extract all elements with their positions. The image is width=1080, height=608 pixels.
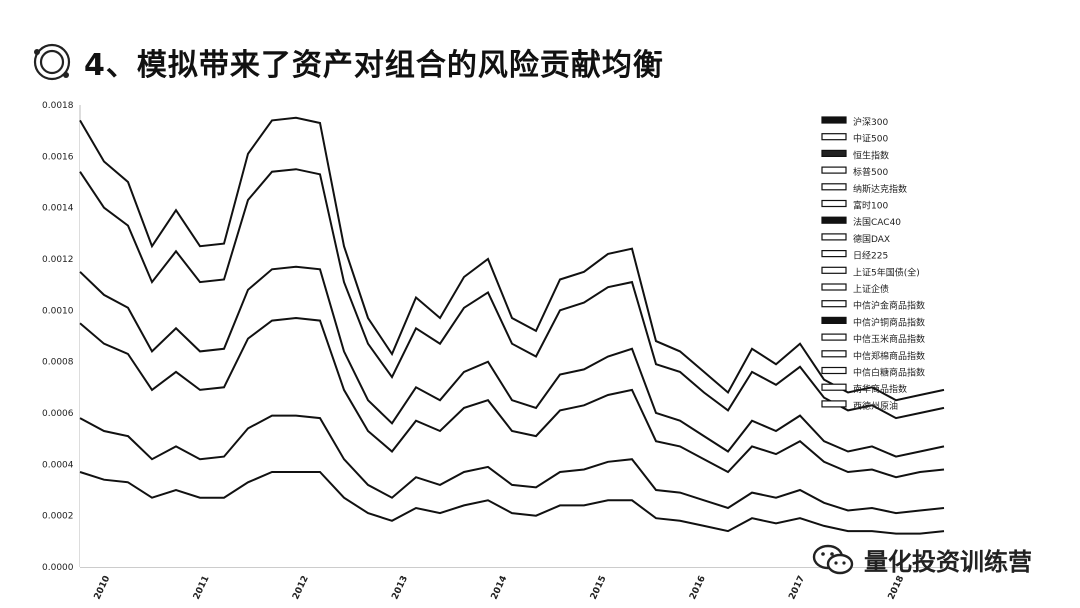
x-tick-label: 2014 bbox=[490, 574, 510, 601]
legend-label: 中信沪铜商品指数 bbox=[853, 316, 925, 328]
watermark: 量化投资训练营 bbox=[810, 542, 1032, 577]
series-line bbox=[79, 316, 945, 479]
y-tick-label: 0.0012 bbox=[42, 255, 74, 265]
legend-swatch bbox=[821, 350, 847, 358]
legend-label: 中信白糖商品指数 bbox=[853, 367, 925, 379]
watermark-text: 量化投资训练营 bbox=[864, 548, 1032, 576]
y-tick-label: 0.0004 bbox=[42, 460, 74, 470]
y-tick-label: 0.0018 bbox=[42, 101, 74, 111]
legend-swatch bbox=[821, 333, 847, 341]
legend-swatch bbox=[821, 266, 847, 274]
legend-label: 中信玉米商品指数 bbox=[853, 333, 925, 345]
legend-swatch bbox=[821, 133, 847, 141]
legend-swatch bbox=[821, 233, 847, 241]
legend-label: 上证企债 bbox=[853, 283, 889, 295]
legend-label: 纳斯达克指数 bbox=[853, 183, 907, 195]
legend-swatch bbox=[821, 216, 847, 224]
legend-label: 标普500 bbox=[853, 166, 888, 178]
series-line bbox=[79, 414, 945, 515]
x-tick-label: 2017 bbox=[787, 574, 807, 601]
x-tick-label: 2012 bbox=[291, 574, 311, 601]
x-tick-label: 2018 bbox=[887, 574, 907, 601]
y-tick-label: 0.0002 bbox=[42, 512, 74, 522]
series-line bbox=[79, 116, 945, 402]
x-tick-label: 2013 bbox=[390, 574, 410, 601]
legend-swatch bbox=[821, 149, 847, 157]
legend-swatch bbox=[821, 250, 847, 258]
legend-swatch bbox=[821, 316, 847, 324]
area-band bbox=[80, 472, 944, 567]
legend-swatch bbox=[821, 183, 847, 191]
ring-logo-icon bbox=[33, 43, 71, 81]
legend-label: 中信沪金商品指数 bbox=[853, 300, 925, 312]
y-tick-label: 0.0010 bbox=[42, 306, 74, 316]
y-tick-label: 0.0016 bbox=[42, 152, 74, 162]
y-tick-label: 0.0008 bbox=[42, 358, 74, 368]
slide-header: 4、模拟带来了资产对组合的风险贡献均衡 bbox=[30, 40, 664, 84]
series-line bbox=[79, 265, 945, 458]
x-tick-label: 2015 bbox=[589, 574, 609, 601]
x-tick-label: 2010 bbox=[93, 574, 113, 601]
legend-swatch bbox=[821, 300, 847, 308]
page-title: 4、模拟带来了资产对组合的风险贡献均衡 bbox=[84, 48, 664, 83]
legend-label: 沪深300 bbox=[853, 116, 888, 128]
legend-label: 上证5年国债(全) bbox=[853, 266, 920, 278]
legend-swatch bbox=[821, 366, 847, 375]
y-tick-label: 0.0006 bbox=[42, 409, 74, 419]
legend-label: 德国DAX bbox=[853, 233, 890, 245]
legend-label: 富时100 bbox=[853, 200, 888, 212]
series-line bbox=[79, 168, 945, 420]
legend-label: 日经225 bbox=[853, 250, 888, 262]
legend-label: 中证500 bbox=[853, 133, 888, 145]
legend-label: 法国CAC40 bbox=[853, 216, 901, 228]
legend-swatch bbox=[821, 199, 847, 208]
y-tick-label: 0.0014 bbox=[42, 204, 74, 214]
x-tick-label: 2011 bbox=[192, 574, 212, 601]
legend-swatch bbox=[821, 400, 847, 408]
series-line bbox=[79, 471, 945, 535]
legend-label: 中信郑棉商品指数 bbox=[853, 350, 925, 362]
legend-swatch bbox=[821, 383, 847, 391]
legend-label: 恒生指数 bbox=[853, 149, 889, 161]
legend-swatch bbox=[821, 166, 847, 174]
y-tick-label: 0.0000 bbox=[42, 563, 74, 573]
wechat-icon bbox=[812, 544, 854, 574]
legend-label: 南华商品指数 bbox=[853, 383, 907, 395]
legend-label: 西德州原油 bbox=[853, 400, 898, 412]
legend-swatch bbox=[821, 116, 847, 124]
x-tick-label: 2016 bbox=[688, 574, 708, 601]
legend-swatch bbox=[821, 283, 847, 291]
